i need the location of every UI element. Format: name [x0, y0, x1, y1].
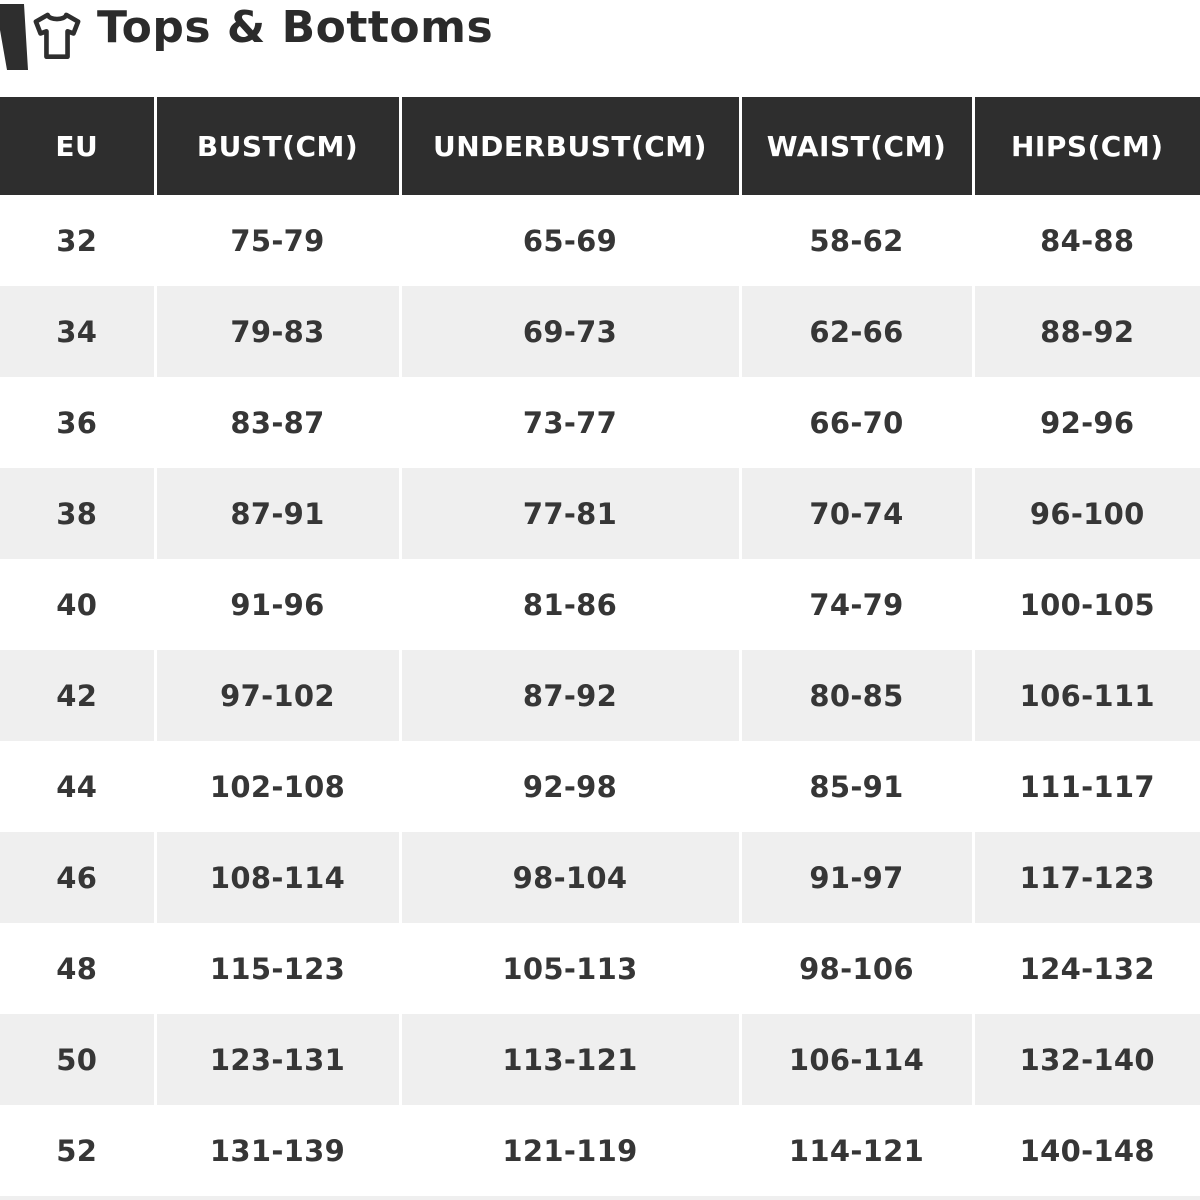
- table-cell-waist: 62-66: [740, 286, 975, 377]
- table-cell-underbust: 105-113: [400, 923, 742, 1014]
- table-cell-hips: 124-132: [1019, 951, 1155, 986]
- table-cell-bust: 87-91: [155, 468, 402, 559]
- table-cell-hips: 117-123: [1019, 860, 1155, 895]
- table-cell-waist: 70-74: [740, 468, 975, 559]
- table-row: 44 102-108 92-98 85-91 111-117: [0, 741, 1200, 832]
- table-cell-hips: 111-117: [1019, 769, 1155, 804]
- tshirt-icon: [33, 12, 81, 59]
- size-table: EU BUST(CM) UNDERBUST(CM) WAIST(CM) HIPS(CM)…: [0, 97, 1200, 1196]
- table-cell-bust: 79-83: [155, 286, 402, 377]
- table-cell-bust: 97-102: [155, 650, 402, 741]
- table-cell-eu: 34: [0, 286, 157, 377]
- table-row: 42 97-102 87-92 80-85 106-111: [0, 650, 1200, 741]
- table-row: 38 87-91 77-81 70-74 96-100: [0, 468, 1200, 559]
- table-cell-eu: 38: [0, 468, 157, 559]
- table-cell-eu: 52: [0, 1105, 157, 1196]
- table-cell-waist: 91-97: [740, 832, 975, 923]
- table-cell-eu: 32: [0, 195, 157, 286]
- table-cell-eu: 42: [0, 650, 157, 741]
- table-cell-underbust: 98-104: [400, 832, 742, 923]
- column-header-eu: EU: [0, 97, 157, 195]
- table-cell-waist: 98-106: [740, 923, 975, 1014]
- table-cell-eu: 36: [0, 377, 157, 468]
- page-title: Tops & Bottoms: [97, 2, 494, 53]
- column-header-waist: WAIST(CM): [740, 97, 975, 195]
- table-cell-eu: 48: [0, 923, 157, 1014]
- column-header-hips: HIPS(CM): [973, 97, 1200, 195]
- clipped-next-row: [0, 1196, 1200, 1200]
- table-cell-underbust: 73-77: [400, 377, 742, 468]
- table-cell-bust: 108-114: [155, 832, 402, 923]
- table-cell-waist: 80-85: [740, 650, 975, 741]
- header-row: EU BUST(CM) UNDERBUST(CM) WAIST(CM) HIPS(CM): [0, 97, 1200, 195]
- table-cell-underbust: 113-121: [400, 1014, 742, 1105]
- table-cell-waist: 106-114: [740, 1014, 975, 1105]
- table-cell-hips: 132-140: [1019, 1042, 1155, 1077]
- table-cell-underbust: 87-92: [400, 650, 742, 741]
- table-cell-underbust: 121-119: [400, 1105, 742, 1196]
- table-cell-bust: 102-108: [155, 741, 402, 832]
- table-header: EU BUST(CM) UNDERBUST(CM) WAIST(CM) HIPS(CM): [0, 97, 1200, 195]
- table-cell-bust: 115-123: [155, 923, 402, 1014]
- table-row: 50 123-131 113-121 106-114 132-140: [0, 1014, 1200, 1105]
- table-row: 40 91-96 81-86 74-79 100-105: [0, 559, 1200, 650]
- table-cell-underbust: 69-73: [400, 286, 742, 377]
- table-cell-hips: 88-92: [1040, 314, 1135, 349]
- table-cell-eu: 44: [0, 741, 157, 832]
- table-cell-underbust: 92-98: [400, 741, 742, 832]
- column-header-underbust: UNDERBUST(CM): [400, 97, 742, 195]
- table-cell-waist: 66-70: [740, 377, 975, 468]
- pants-icon: [0, 0, 28, 70]
- table-cell-bust: 123-131: [155, 1014, 402, 1105]
- table-cell-waist: 85-91: [740, 741, 975, 832]
- table-cell-waist: 58-62: [740, 195, 975, 286]
- table-cell-eu: 46: [0, 832, 157, 923]
- column-header-bust: BUST(CM): [155, 97, 402, 195]
- table-cell-underbust: 65-69: [400, 195, 742, 286]
- table-row: 46 108-114 98-104 91-97 117-123: [0, 832, 1200, 923]
- table-cell-eu: 40: [0, 559, 157, 650]
- table-cell-waist: 74-79: [740, 559, 975, 650]
- table-cell-bust: 75-79: [155, 195, 402, 286]
- table-cell-hips: 92-96: [1040, 405, 1135, 440]
- table-cell-hips: 96-100: [1029, 496, 1145, 531]
- table-row: 48 115-123 105-113 98-106 124-132: [0, 923, 1200, 1014]
- table-row: 36 83-87 73-77 66-70 92-96: [0, 377, 1200, 468]
- table-cell-hips: 106-111: [1019, 678, 1155, 713]
- table-row: 52 131-139 121-119 114-121 140-148: [0, 1105, 1200, 1196]
- table-row: 34 79-83 69-73 62-66 88-92: [0, 286, 1200, 377]
- table-cell-hips: 84-88: [1040, 223, 1135, 258]
- table-cell-underbust: 77-81: [400, 468, 742, 559]
- table-body: 32 75-79 65-69 58-62 84-88 34 79-83 69-73 62-66 8…: [0, 195, 1200, 1196]
- table-cell-bust: 83-87: [155, 377, 402, 468]
- table-cell-hips: 100-105: [1019, 587, 1155, 622]
- table-row: 32 75-79 65-69 58-62 84-88: [0, 195, 1200, 286]
- table-cell-bust: 91-96: [155, 559, 402, 650]
- table-cell-hips: 140-148: [1019, 1133, 1155, 1168]
- page-header: Tops & Bottoms: [0, 0, 1200, 97]
- table-cell-waist: 114-121: [740, 1105, 975, 1196]
- table-cell-eu: 50: [0, 1014, 157, 1105]
- table-cell-underbust: 81-86: [400, 559, 742, 650]
- table-cell-bust: 131-139: [155, 1105, 402, 1196]
